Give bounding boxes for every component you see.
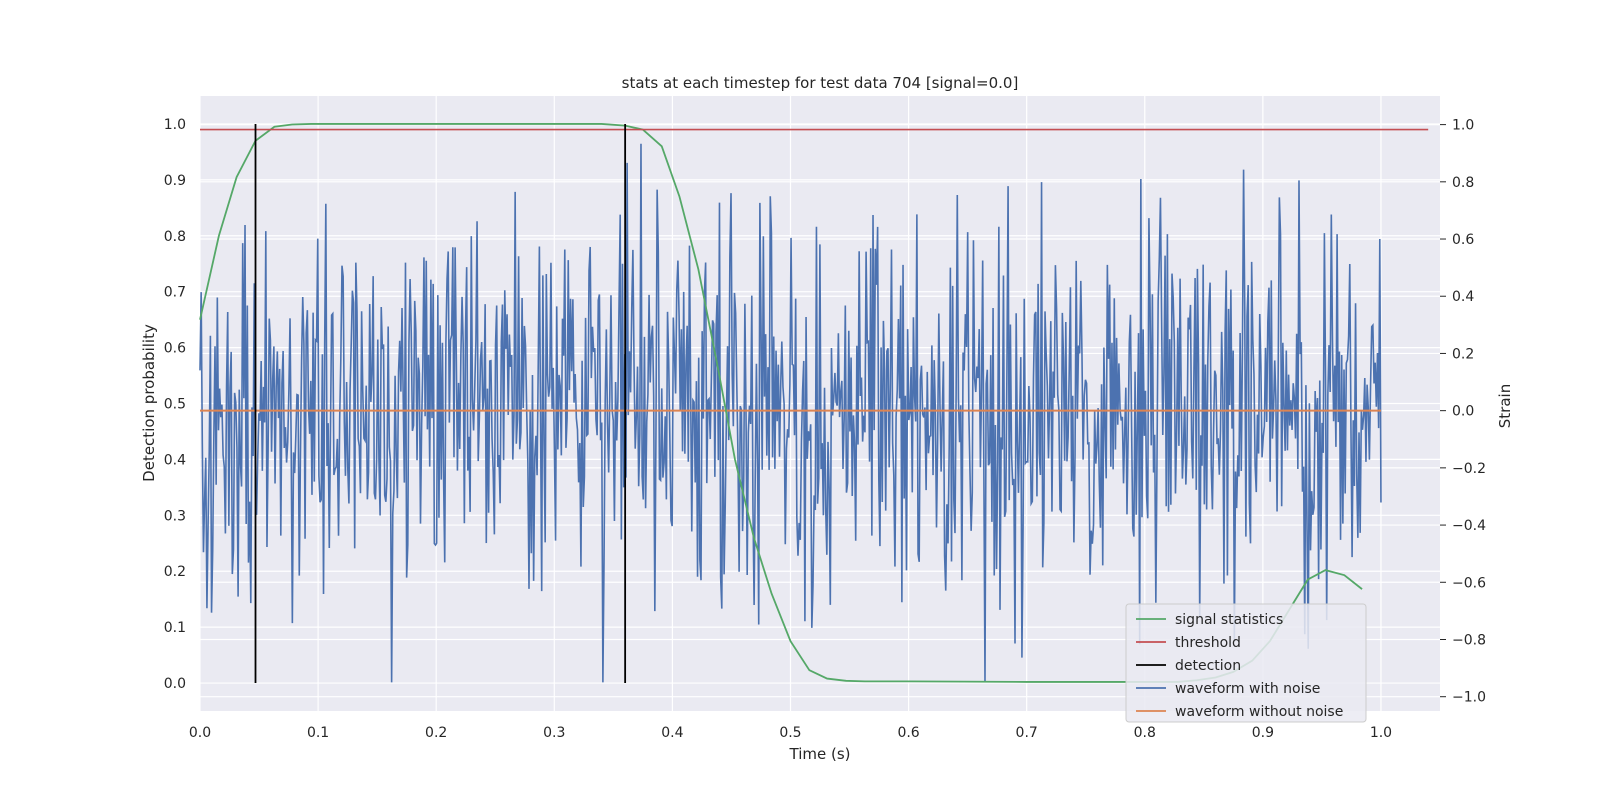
x-tick-label: 0.8	[1134, 725, 1156, 741]
y2-axis-ticks: −1.0 −0.8 −0.6 −0.4 −0.2 0.0 0.2 0.4 0.6 0.8 1.0	[1440, 118, 1486, 706]
y2-axis-label: Strain	[1496, 384, 1514, 428]
legend-entry-label: detection	[1175, 658, 1241, 674]
y2-tick-label: −0.4	[1452, 518, 1486, 534]
y-tick-label: 0.8	[164, 229, 186, 245]
y2-tick-label: −0.6	[1452, 575, 1486, 591]
y-tick-label: 0.6	[164, 341, 186, 357]
y-tick-label: 1.0	[164, 117, 186, 133]
y2-tick-label: −0.2	[1452, 461, 1486, 477]
legend-entry-label: signal statistics	[1175, 612, 1283, 628]
y-tick-label: 0.4	[164, 452, 186, 468]
chart-title: stats at each timestep for test data 704…	[622, 74, 1019, 92]
y-tick-label: 0.9	[164, 173, 186, 189]
x-tick-label: 0.5	[779, 725, 801, 741]
y-axis-ticks: 0.0 0.1 0.2 0.3 0.4 0.5 0.6 0.7 0.8 0.9 1.0	[164, 117, 186, 692]
y2-tick-label: −0.8	[1452, 632, 1486, 648]
x-axis-ticks: 0.0 0.1 0.2 0.3 0.4 0.5 0.6 0.7 0.8 0.9 1.0	[189, 725, 1392, 741]
y2-tick-label: 0.4	[1452, 289, 1474, 305]
x-tick-label: 1.0	[1370, 725, 1392, 741]
x-tick-label: 0.9	[1252, 725, 1274, 741]
legend-box	[1125, 603, 1367, 723]
y2-tick-label: 0.6	[1452, 232, 1474, 248]
y2-tick-label: 0.8	[1452, 175, 1474, 191]
y2-tick-label: 1.0	[1452, 118, 1474, 134]
x-tick-label: 0.2	[425, 725, 447, 741]
x-tick-label: 0.3	[543, 725, 565, 741]
y-tick-label: 0.5	[164, 397, 186, 413]
x-tick-label: 0.1	[307, 725, 329, 741]
y2-tick-label: 0.2	[1452, 346, 1474, 362]
y-tick-label: 0.1	[164, 620, 186, 636]
y-tick-label: 0.7	[164, 285, 186, 301]
waveform-with-noise-line	[199, 143, 1382, 683]
y2-tick-label: 0.0	[1452, 404, 1474, 420]
legend-entry-label: waveform with noise	[1175, 681, 1320, 697]
y2-tick-label: −1.0	[1452, 690, 1486, 706]
y-axis-label: Detection probability	[140, 324, 158, 482]
y-tick-label: 0.0	[164, 676, 186, 692]
legend-entry-label: waveform without noise	[1175, 704, 1343, 720]
x-tick-label: 0.6	[897, 725, 919, 741]
y-tick-label: 0.2	[164, 564, 186, 580]
legend: signal statistics threshold detection wavef…	[1125, 603, 1367, 723]
legend-entry-label: threshold	[1175, 635, 1241, 651]
x-tick-label: 0.7	[1016, 725, 1038, 741]
x-axis-label: Time (s)	[789, 745, 851, 763]
y-tick-label: 0.3	[164, 508, 186, 524]
x-tick-label: 0.0	[189, 725, 211, 741]
x-tick-label: 0.4	[661, 725, 683, 741]
